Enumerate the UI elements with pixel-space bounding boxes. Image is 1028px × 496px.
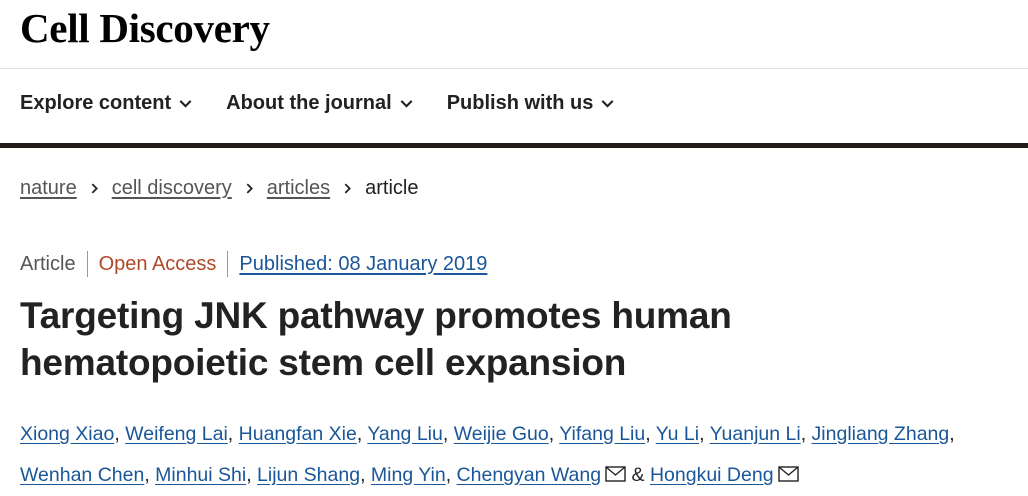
nav-chevron-shape — [400, 100, 413, 108]
article-title: Targeting JNK pathway promotes human hem… — [20, 295, 732, 383]
author-entry: Hongkui Deng — [650, 464, 799, 486]
author-separator: , — [360, 464, 366, 486]
published-date[interactable]: Published: 08 January 2019 — [239, 252, 488, 275]
journal-logo[interactable]: Cell Discovery — [20, 5, 270, 51]
author-name[interactable]: Xiong Xiao — [20, 423, 115, 445]
author-entry: Wenhan Chen, — [20, 464, 150, 486]
article-meta: Article Open Access Published: 08 Januar… — [20, 251, 487, 277]
nav-chevron-shape — [179, 100, 192, 108]
breadcrumb-chevron — [344, 183, 352, 194]
author-entry: Ming Yin, — [371, 464, 451, 486]
author-separator: , — [800, 423, 807, 445]
author-name[interactable]: Huangfan Xie — [238, 423, 357, 445]
author-entry: Chengyan Wang — [457, 464, 627, 486]
author-name[interactable]: Minhui Shi — [155, 464, 247, 486]
author-separator: , — [949, 423, 955, 445]
nav-chevron — [179, 100, 192, 108]
author-entry: Jingliang Zhang, — [812, 423, 955, 445]
nav-chevron — [601, 100, 614, 108]
breadcrumb-chevron — [91, 183, 98, 194]
meta-divider — [227, 251, 229, 277]
author-separator: , — [356, 423, 363, 445]
author-entry: Yifang Liu, — [559, 423, 650, 445]
author-name[interactable]: Weifeng Lai — [125, 423, 228, 445]
nav-label: Publish with us — [446, 92, 594, 114]
email-icon[interactable] — [777, 466, 799, 482]
nav-item[interactable]: Publish with us — [447, 92, 615, 115]
author-separator: , — [246, 464, 252, 486]
email-icon[interactable] — [605, 466, 626, 482]
article-type: Article — [20, 252, 76, 275]
nav-bar-rule — [0, 143, 1028, 148]
author-entry: Weifeng Lai, — [125, 423, 233, 445]
email-icon-flap — [778, 466, 798, 476]
author-separator: , — [144, 464, 150, 486]
author-entry: Xiong Xiao, — [20, 423, 120, 445]
author-separator: , — [548, 423, 555, 445]
nav-item[interactable]: About the journal — [226, 92, 413, 115]
breadcrumb: nature cell discovery articles article — [20, 177, 418, 200]
author-separator: , — [227, 423, 234, 445]
breadcrumb-link[interactable]: nature — [20, 177, 77, 199]
nav-chevron-shape — [601, 100, 614, 108]
author-separator: , — [699, 423, 705, 445]
author-name[interactable]: Yifang Liu — [559, 423, 646, 445]
meta-divider — [86, 251, 88, 277]
author-name[interactable]: Jingliang Zhang — [811, 423, 950, 445]
open-access: Open Access — [98, 252, 217, 275]
author-name[interactable]: Hongkui Deng — [649, 464, 774, 486]
author-name[interactable]: Yuanjun Li — [709, 423, 801, 445]
author-entry: Yuanjun Li, — [710, 423, 807, 445]
header-divider — [0, 68, 1028, 69]
author-name[interactable]: Ming Yin — [370, 464, 446, 486]
nav-item[interactable]: Explore content — [20, 92, 192, 115]
author-name[interactable]: Chengyan Wang — [456, 464, 602, 486]
author-entry: Weijie Guo, — [454, 423, 554, 445]
email-icon-body — [777, 466, 799, 482]
author-separator: , — [445, 464, 452, 486]
breadcrumb-current: article — [365, 177, 419, 199]
main-nav: Explore content About the journal Publish … — [20, 92, 614, 115]
author-joiner: & — [631, 464, 645, 486]
author-entry: Huangfan Xie, — [239, 423, 363, 445]
author-name[interactable]: Yu Li — [655, 423, 700, 445]
breadcrumb-chevron-shape — [246, 183, 253, 194]
author-name[interactable]: Wenhan Chen — [20, 464, 145, 486]
author-entry: Lijun Shang, — [257, 464, 365, 486]
author-entry: Yang Liu, — [367, 423, 448, 445]
nav-chevron — [400, 100, 413, 108]
nav-label: About the journal — [226, 92, 392, 114]
breadcrumb-chevron-shape — [91, 183, 98, 194]
email-icon-flap — [605, 466, 626, 476]
author-separator: , — [114, 423, 120, 445]
author-entry: Yu Li, — [656, 423, 705, 445]
author-name[interactable]: Weijie Guo — [453, 423, 549, 445]
breadcrumb-chevron-shape — [344, 183, 352, 194]
author-entry: Minhui Shi, — [155, 464, 251, 486]
breadcrumb-chevron — [246, 183, 253, 194]
nav-label: Explore content — [20, 92, 172, 114]
author-name[interactable]: Lijun Shang — [257, 464, 361, 486]
author-list: Xiong Xiao, Weifeng Lai, Huangfan Xie, Y… — [20, 414, 1028, 496]
author-name[interactable]: Yang Liu — [367, 423, 443, 445]
breadcrumb-link[interactable]: articles — [266, 177, 331, 199]
author-separator: , — [645, 423, 651, 445]
breadcrumb-link[interactable]: cell discovery — [111, 177, 232, 199]
author-separator: , — [442, 423, 449, 445]
